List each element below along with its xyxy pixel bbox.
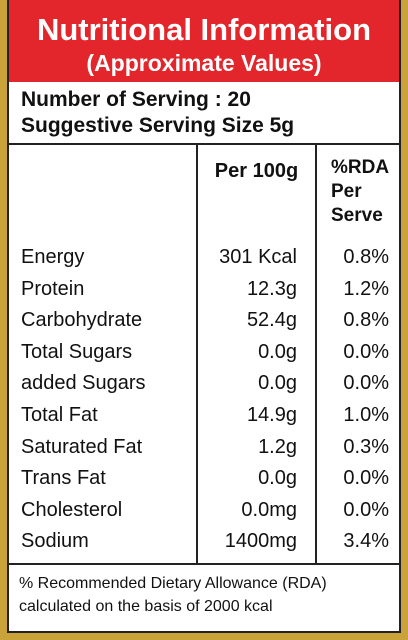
per-100g-value: 0.0g	[258, 372, 297, 395]
footnote: % Recommended Dietary Allowance (RDA)	[19, 575, 327, 592]
column-line	[315, 145, 317, 563]
per-100g-value: 301 Kcal	[219, 246, 297, 268]
rda-value: 0.0%	[343, 467, 389, 490]
per-100g-value: 14.9g	[246, 404, 297, 426]
nutrient-name: Total Fat	[21, 404, 98, 426]
column-header-line: %RDA	[331, 157, 390, 178]
rda-value: 0.3%	[343, 435, 389, 458]
rda-value: 0.0%	[343, 372, 389, 395]
label-panel: Nutritional Information (Approximate Val…	[7, 0, 401, 633]
rda-value: 3.4%	[343, 530, 389, 553]
column-header-line: Serve	[331, 205, 383, 226]
title: Nutritional Information	[36, 12, 372, 47]
nutrient-name: Sodium	[21, 530, 89, 553]
nutrient-name: added Sugars	[21, 372, 146, 395]
column-header-line: Per	[331, 181, 362, 202]
rda-value: 0.0%	[343, 340, 389, 363]
footnote: calculated on the basis of 2000 kcal	[19, 598, 273, 615]
per-100g-value: 0.0mg	[241, 498, 297, 521]
divider	[9, 563, 399, 565]
column-line	[196, 145, 198, 563]
nutrient-name: Carbohydrate	[21, 309, 143, 332]
per-100g-value: 1.2g	[258, 435, 297, 458]
rda-value: 1.2%	[343, 277, 389, 300]
nutrient-name: Energy	[21, 246, 85, 268]
rda-value: 0.0%	[343, 498, 389, 521]
rda-value: 0.8%	[343, 246, 389, 268]
per-100g-value: 12.3g	[246, 277, 297, 300]
nutrient-name: Trans Fat	[21, 467, 106, 490]
nutrient-name: Cholesterol	[21, 498, 123, 521]
serving-size: Suggestive Serving Size 5g	[21, 114, 295, 137]
rda-value: 1.0%	[343, 404, 389, 426]
serving-count: Number of Serving : 20	[21, 88, 251, 111]
nutrient-name: Total Sugars	[21, 340, 133, 363]
per-100g-value: 1400mg	[224, 530, 297, 553]
per-100g-value: 52.4g	[246, 309, 297, 332]
nutrient-name: Protein	[21, 277, 85, 300]
header-band: Nutritional Information (Approximate Val…	[9, 0, 399, 82]
per-100g-value: 0.0g	[258, 340, 297, 363]
nutrient-name: Saturated Fat	[21, 435, 143, 458]
divider	[9, 143, 399, 145]
per-100g-value: 0.0g	[258, 467, 297, 490]
rda-value: 0.8%	[343, 309, 389, 332]
column-header: %RDA Per Serve	[331, 156, 389, 228]
column-header: Per 100g	[214, 160, 299, 182]
subtitle: (Approximate Values)	[86, 50, 322, 76]
